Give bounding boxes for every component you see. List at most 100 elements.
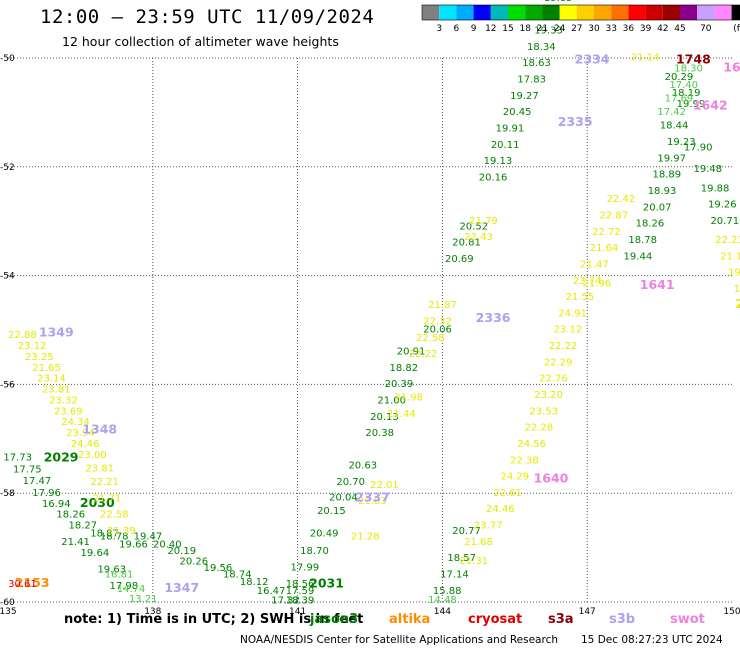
data-label: 23.94	[66, 428, 95, 439]
data-label: 22.22	[549, 341, 578, 352]
data-label: 21.79	[469, 216, 498, 227]
y-tick-label: -50	[0, 54, 15, 64]
x-tick-label: 144	[434, 607, 451, 617]
data-label: 17.99	[291, 562, 320, 573]
data-label: 22.32	[423, 317, 452, 328]
data-label: 21.87	[428, 300, 457, 311]
data-label: 22.88	[8, 330, 37, 341]
x-tick-label: 150	[723, 607, 740, 617]
data-label: 23.12	[18, 341, 47, 352]
data-label: 21.83	[358, 496, 387, 507]
colorbar-swatch	[559, 5, 577, 20]
data-label: 22.21	[90, 477, 119, 488]
data-label: 23.25	[25, 352, 54, 363]
colorbar-label: 21	[537, 24, 548, 34]
data-label: 21.96	[583, 278, 612, 289]
data-label: 22.38	[510, 455, 539, 466]
data-label: 20.91	[397, 346, 426, 357]
data-label: 19.	[734, 284, 740, 295]
data-label: 19.85	[544, 0, 573, 4]
data-label: 20.52	[459, 221, 488, 232]
data-label: 20.07	[643, 202, 672, 213]
colorbar-label: 12	[485, 24, 496, 34]
data-labels: 21.4119.6419.6317.9819.4720.1920.4020.26…	[3, 0, 740, 607]
data-label: 21.64	[590, 243, 619, 254]
colorbar-label: 39	[640, 24, 652, 34]
data-label: 20.19	[167, 546, 196, 557]
colorbar-swatch	[525, 5, 543, 20]
y-tick-label: -58	[0, 489, 15, 499]
colorbar-label: 3	[436, 24, 442, 34]
data-label: 18.56	[286, 579, 315, 590]
colorbar-swatch	[542, 5, 560, 20]
legend-altika: altika	[389, 612, 431, 627]
generated-timestamp: 15 Dec 08:27:23 UTC 2024	[581, 634, 723, 646]
legend-s3b: s3b	[609, 612, 636, 627]
data-label: 22.01	[370, 480, 399, 491]
data-label: 17.73	[3, 453, 32, 464]
colorbar-label: 18	[519, 24, 531, 34]
data-label: 20.11	[491, 140, 520, 151]
data-label: 1641	[640, 277, 675, 292]
data-label: 2336	[476, 310, 511, 325]
legend-jason3: jason3	[310, 612, 359, 627]
data-label: 20.06	[423, 325, 452, 336]
data-label: 24.46	[486, 504, 515, 515]
data-label: 24.46	[71, 439, 100, 450]
data-label: 22.28	[525, 423, 554, 434]
data-label: 21.41	[61, 537, 90, 548]
colorbar-label: 27	[571, 24, 582, 34]
legend-swot: swot	[670, 612, 705, 627]
y-tick-label: -52	[0, 163, 15, 173]
data-label: 24.56	[517, 439, 546, 450]
data-label: 19.23	[667, 137, 696, 148]
colorbar-label: 6	[454, 24, 460, 34]
data-label: 18.30	[674, 64, 703, 75]
data-label: 18.93	[648, 186, 677, 197]
data-label: 17.98	[110, 581, 139, 592]
data-label: 19.13	[484, 156, 513, 167]
data-label: 17.83	[517, 74, 546, 85]
data-label: 2029	[44, 450, 79, 465]
data-label: 2337	[355, 489, 390, 504]
data-label: 17.32	[271, 596, 300, 607]
data-label: 19.64	[81, 548, 110, 559]
legend-s3a: s3a	[548, 612, 574, 627]
data-label: 16.94	[42, 499, 71, 510]
credit-text: NOAA/NESDIS Center for Satellite Applica…	[240, 634, 558, 646]
data-label: 18.78	[628, 235, 657, 246]
data-label: 23.77	[474, 521, 503, 532]
x-tick-label: 135	[0, 607, 17, 617]
data-label: 17.96	[32, 488, 61, 499]
data-label: 18.63	[522, 58, 551, 69]
data-label: 1349	[39, 325, 74, 340]
data-label: 21.55	[566, 292, 595, 303]
data-label: 20.70	[336, 477, 365, 488]
data-label: 23.69	[54, 406, 83, 417]
data-label: 20.26	[180, 556, 209, 567]
page-title: 12:00 – 23:59 UTC 11/09/2024	[40, 6, 375, 28]
data-label: 17.42	[657, 107, 686, 118]
colorbar-swatch	[662, 5, 680, 20]
data-label: 24.91	[558, 308, 587, 319]
colorbar-label: 36	[623, 24, 635, 34]
data-label: 19.88	[701, 183, 730, 194]
data-label: 19.91	[496, 123, 525, 134]
data-label: 18.44	[660, 121, 689, 132]
colorbar-label: 30	[588, 24, 600, 34]
data-label: 21.71	[93, 493, 122, 504]
data-label: 1748	[676, 51, 711, 66]
colorbar-swatch	[439, 5, 457, 20]
data-label: 22.42	[607, 194, 636, 205]
data-label: 17.47	[23, 476, 52, 487]
data-label: 19.66	[119, 540, 148, 551]
colorbar-swatch	[473, 5, 491, 20]
colorbar-swatch	[576, 5, 594, 20]
data-label: 23.14	[37, 374, 66, 385]
data-label: 22.23	[715, 235, 740, 246]
data-label: 1640	[534, 470, 569, 485]
data-label: 22.58	[100, 510, 129, 521]
data-label: 16.81	[105, 570, 134, 581]
data-label: 21.31	[459, 556, 488, 567]
